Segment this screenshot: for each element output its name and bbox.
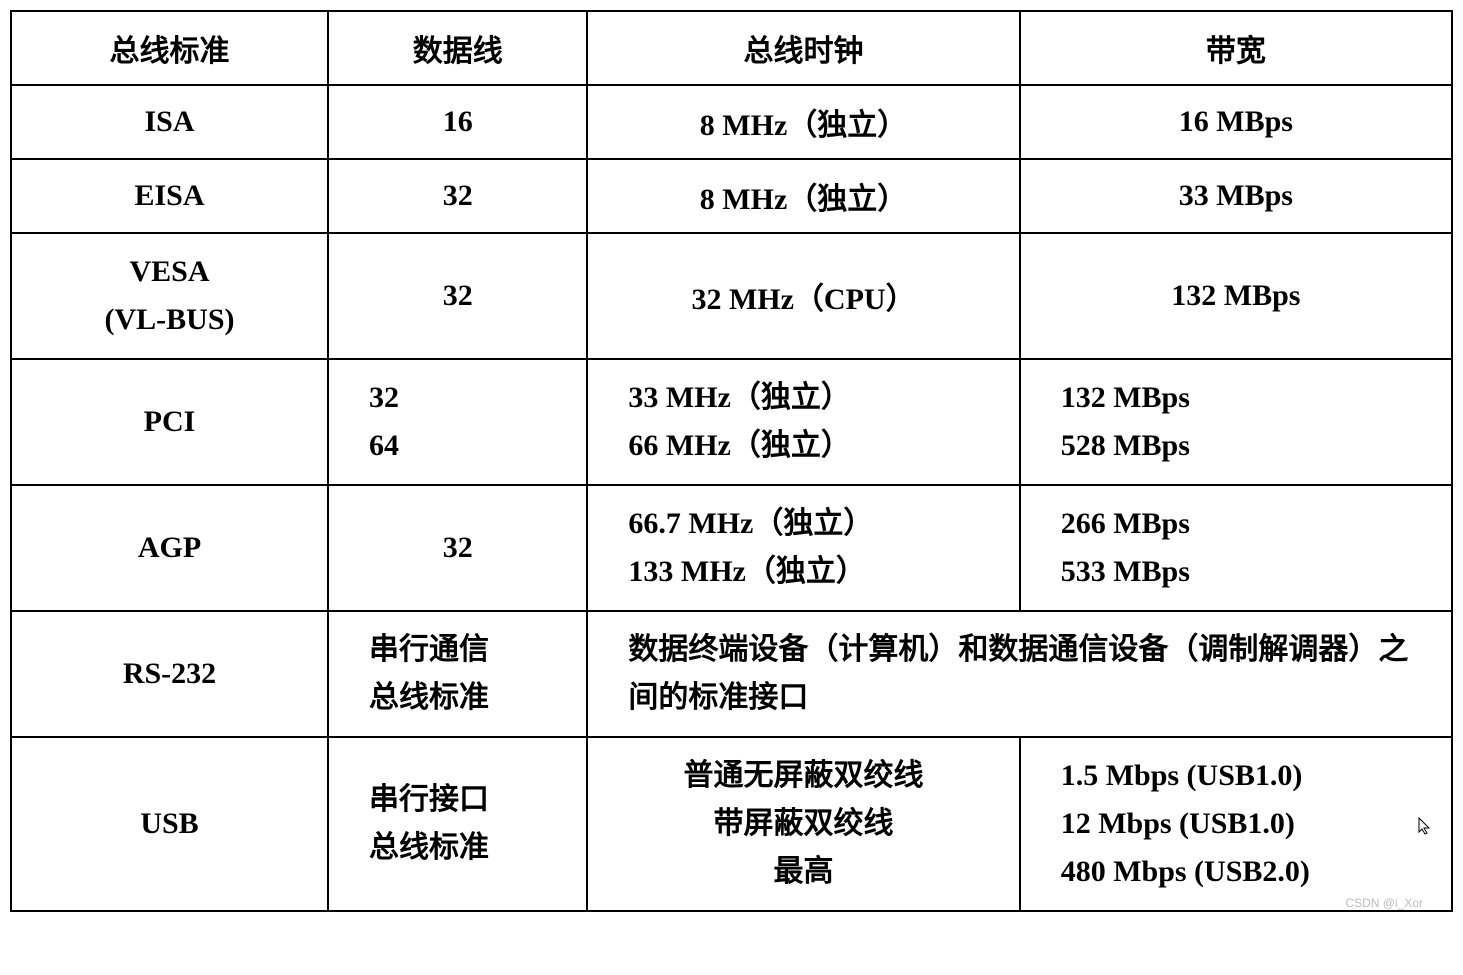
cell-line: 66 MHz（独立） (628, 422, 998, 470)
table-row: VESA (VL-BUS) 32 32 MHz（CPU） 132 MBps (11, 233, 1452, 359)
cell-bandwidth: 132 MBps 528 MBps (1020, 359, 1452, 485)
cursor-icon (1417, 816, 1433, 841)
watermark: CSDN @i_Xor (1345, 896, 1423, 910)
cell-dataline: 32 64 (328, 359, 587, 485)
cell-line: 32 (369, 374, 566, 422)
cell-dataline: 16 (328, 85, 587, 159)
cell-clock: 32 MHz（CPU） (587, 233, 1019, 359)
cell-line: 普通无屏蔽双绞线 (608, 752, 998, 800)
cell-line: VESA (32, 248, 307, 296)
cell-bandwidth: 266 MBps 533 MBps (1020, 485, 1452, 611)
bus-standards-table: 总线标准 数据线 总线时钟 带宽 ISA 16 8 MHz（独立） 16 MBp… (10, 10, 1453, 912)
cell-bandwidth: 33 MBps (1020, 159, 1452, 233)
cell-line: 总线标准 (369, 824, 566, 872)
cell-dataline: 串行通信 总线标准 (328, 611, 587, 737)
cell-clock: 8 MHz（独立） (587, 85, 1019, 159)
cell-standard: ISA (11, 85, 328, 159)
cell-line: 总线标准 (369, 674, 566, 722)
cell-clock: 66.7 MHz（独立） 133 MHz（独立） (587, 485, 1019, 611)
cell-clock: 普通无屏蔽双绞线 带屏蔽双绞线 最高 (587, 737, 1019, 911)
cell-line: 528 MBps (1061, 422, 1431, 470)
cell-line: 12 Mbps (USB1.0) (1061, 800, 1431, 848)
cell-bandwidth: 132 MBps (1020, 233, 1452, 359)
cell-standard: VESA (VL-BUS) (11, 233, 328, 359)
cell-line: 1.5 Mbps (USB1.0) (1061, 752, 1431, 800)
cell-line: 64 (369, 422, 566, 470)
cell-standard: USB (11, 737, 328, 911)
cell-line: 33 MHz（独立） (628, 374, 998, 422)
table-container: 总线标准 数据线 总线时钟 带宽 ISA 16 8 MHz（独立） 16 MBp… (10, 10, 1453, 912)
cell-dataline: 32 (328, 485, 587, 611)
cell-line: 66.7 MHz（独立） (628, 500, 998, 548)
cell-line: (VL-BUS) (32, 296, 307, 344)
cell-standard: RS-232 (11, 611, 328, 737)
header-standard: 总线标准 (11, 11, 328, 85)
cell-standard: PCI (11, 359, 328, 485)
cell-clock: 8 MHz（独立） (587, 159, 1019, 233)
cell-line: 串行通信 (369, 626, 566, 674)
cell-line: 最高 (608, 848, 998, 896)
cell-standard: EISA (11, 159, 328, 233)
table-row: EISA 32 8 MHz（独立） 33 MBps (11, 159, 1452, 233)
cell-dataline: 32 (328, 159, 587, 233)
cell-line: 133 MHz（独立） (628, 548, 998, 596)
header-bandwidth: 带宽 (1020, 11, 1452, 85)
table-row: ISA 16 8 MHz（独立） 16 MBps (11, 85, 1452, 159)
cell-merged-desc: 数据终端设备（计算机）和数据通信设备（调制解调器）之间的标准接口 (587, 611, 1452, 737)
table-row: RS-232 串行通信 总线标准 数据终端设备（计算机）和数据通信设备（调制解调… (11, 611, 1452, 737)
header-dataline: 数据线 (328, 11, 587, 85)
cell-bandwidth: 16 MBps (1020, 85, 1452, 159)
cell-line: 480 Mbps (USB2.0) (1061, 848, 1431, 896)
table-row: PCI 32 64 33 MHz（独立） 66 MHz（独立） 132 MBps… (11, 359, 1452, 485)
cell-bandwidth: 1.5 Mbps (USB1.0) 12 Mbps (USB1.0) 480 M… (1020, 737, 1452, 911)
table-row: USB 串行接口 总线标准 普通无屏蔽双绞线 带屏蔽双绞线 最高 1.5 Mbp… (11, 737, 1452, 911)
cell-line: 266 MBps (1061, 500, 1431, 548)
cell-line: 带屏蔽双绞线 (608, 800, 998, 848)
cell-standard: AGP (11, 485, 328, 611)
table-row: AGP 32 66.7 MHz（独立） 133 MHz（独立） 266 MBps… (11, 485, 1452, 611)
cell-dataline: 串行接口 总线标准 (328, 737, 587, 911)
cell-line: 132 MBps (1061, 374, 1431, 422)
cell-dataline: 32 (328, 233, 587, 359)
header-clock: 总线时钟 (587, 11, 1019, 85)
cell-line: 533 MBps (1061, 548, 1431, 596)
table-header-row: 总线标准 数据线 总线时钟 带宽 (11, 11, 1452, 85)
cell-clock: 33 MHz（独立） 66 MHz（独立） (587, 359, 1019, 485)
cell-line: 串行接口 (369, 776, 566, 824)
